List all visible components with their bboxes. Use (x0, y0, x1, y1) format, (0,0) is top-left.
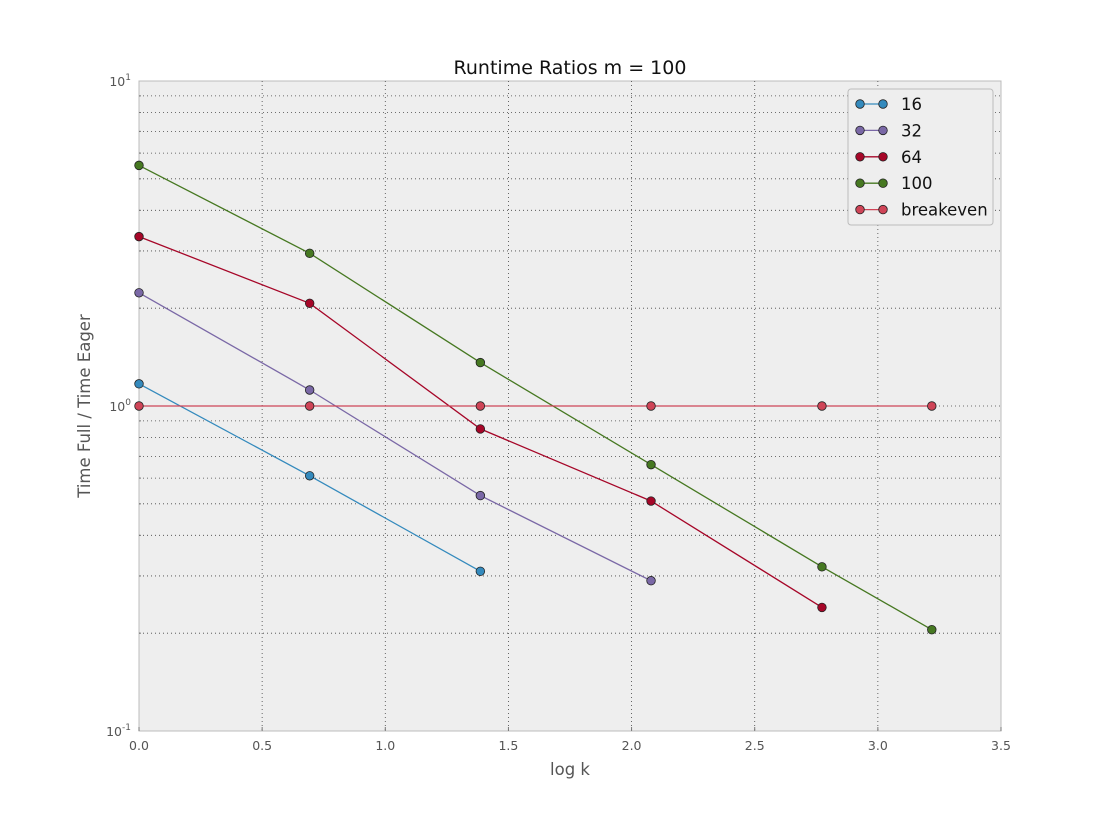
data-point-100 (134, 160, 144, 171)
legend-label: 100 (901, 174, 933, 193)
data-point-64 (475, 424, 486, 434)
axis-ticks: 0.0 0.5 1.0 1.5 2.0 2.5 3.0 3.5 10-1 100 101 (106, 73, 1011, 753)
x-tick-label: 1.0 (375, 738, 395, 753)
data-point-16 (475, 566, 486, 577)
x-tick-label: 3.0 (868, 738, 888, 753)
data-point-breakeven (134, 401, 144, 411)
data-point-breakeven (817, 401, 827, 411)
legend-label: 64 (901, 148, 922, 167)
data-point-100 (646, 459, 656, 470)
series-layer (134, 160, 937, 635)
data-point-32 (475, 490, 486, 501)
x-tick-label: 1.5 (498, 738, 518, 753)
legend-item-16: 16 (855, 95, 922, 114)
x-tick-label: 2.5 (745, 738, 765, 753)
legend-item-breakeven: breakeven (855, 201, 988, 220)
series-line-32 (138, 292, 652, 582)
legend-marker (855, 152, 865, 162)
x-tick-label: 0.0 (129, 738, 149, 753)
y-tick-label: 10-1 (106, 723, 131, 739)
data-point-64 (304, 298, 315, 309)
x-tick-label: 3.5 (991, 738, 1011, 753)
data-point-breakeven (304, 401, 315, 411)
data-point-100 (817, 562, 827, 572)
legend-marker (855, 125, 865, 136)
data-point-100 (304, 248, 315, 259)
legend-marker (878, 125, 888, 136)
legend: 16 32 64 100 breakeven (847, 88, 994, 226)
legend-item-32: 32 (855, 121, 922, 140)
legend-marker (855, 178, 865, 188)
x-axis-title: log k (550, 760, 590, 779)
data-point-16 (134, 379, 144, 389)
x-tick-label: 2.0 (622, 738, 642, 753)
data-point-100 (475, 357, 486, 368)
data-point-32 (646, 576, 656, 586)
legend-item-100: 100 (855, 174, 933, 193)
series-64 (134, 231, 827, 613)
series-line-100 (138, 164, 933, 631)
data-point-breakeven (646, 401, 656, 411)
legend-label: breakeven (901, 201, 988, 220)
data-point-64 (646, 496, 656, 506)
data-point-32 (134, 288, 144, 298)
legend-box (847, 88, 994, 226)
y-axis-title: Time Full / Time Eager (75, 314, 94, 499)
legend-marker (878, 178, 888, 188)
series-32 (134, 288, 656, 586)
legend-label: 16 (901, 95, 922, 114)
data-point-32 (304, 385, 315, 395)
legend-marker (855, 99, 865, 109)
legend-item-64: 64 (855, 148, 922, 167)
series-100 (134, 160, 937, 635)
series-16 (134, 379, 486, 577)
legend-marker (878, 99, 888, 109)
y-tick-label: 100 (109, 398, 131, 414)
y-tick-label: 101 (109, 73, 131, 89)
data-point-breakeven (927, 401, 937, 411)
data-point-64 (134, 231, 144, 242)
legend-marker (878, 152, 888, 162)
data-point-16 (304, 471, 315, 481)
legend-label: 32 (901, 121, 922, 140)
x-tick-label: 0.5 (252, 738, 272, 753)
data-point-64 (817, 602, 827, 613)
series-breakeven (134, 401, 937, 411)
data-point-breakeven (475, 401, 486, 411)
data-point-100 (927, 624, 937, 635)
chart-title: Runtime Ratios m = 100 (454, 57, 687, 79)
legend-marker (855, 204, 865, 215)
legend-marker (878, 204, 888, 215)
